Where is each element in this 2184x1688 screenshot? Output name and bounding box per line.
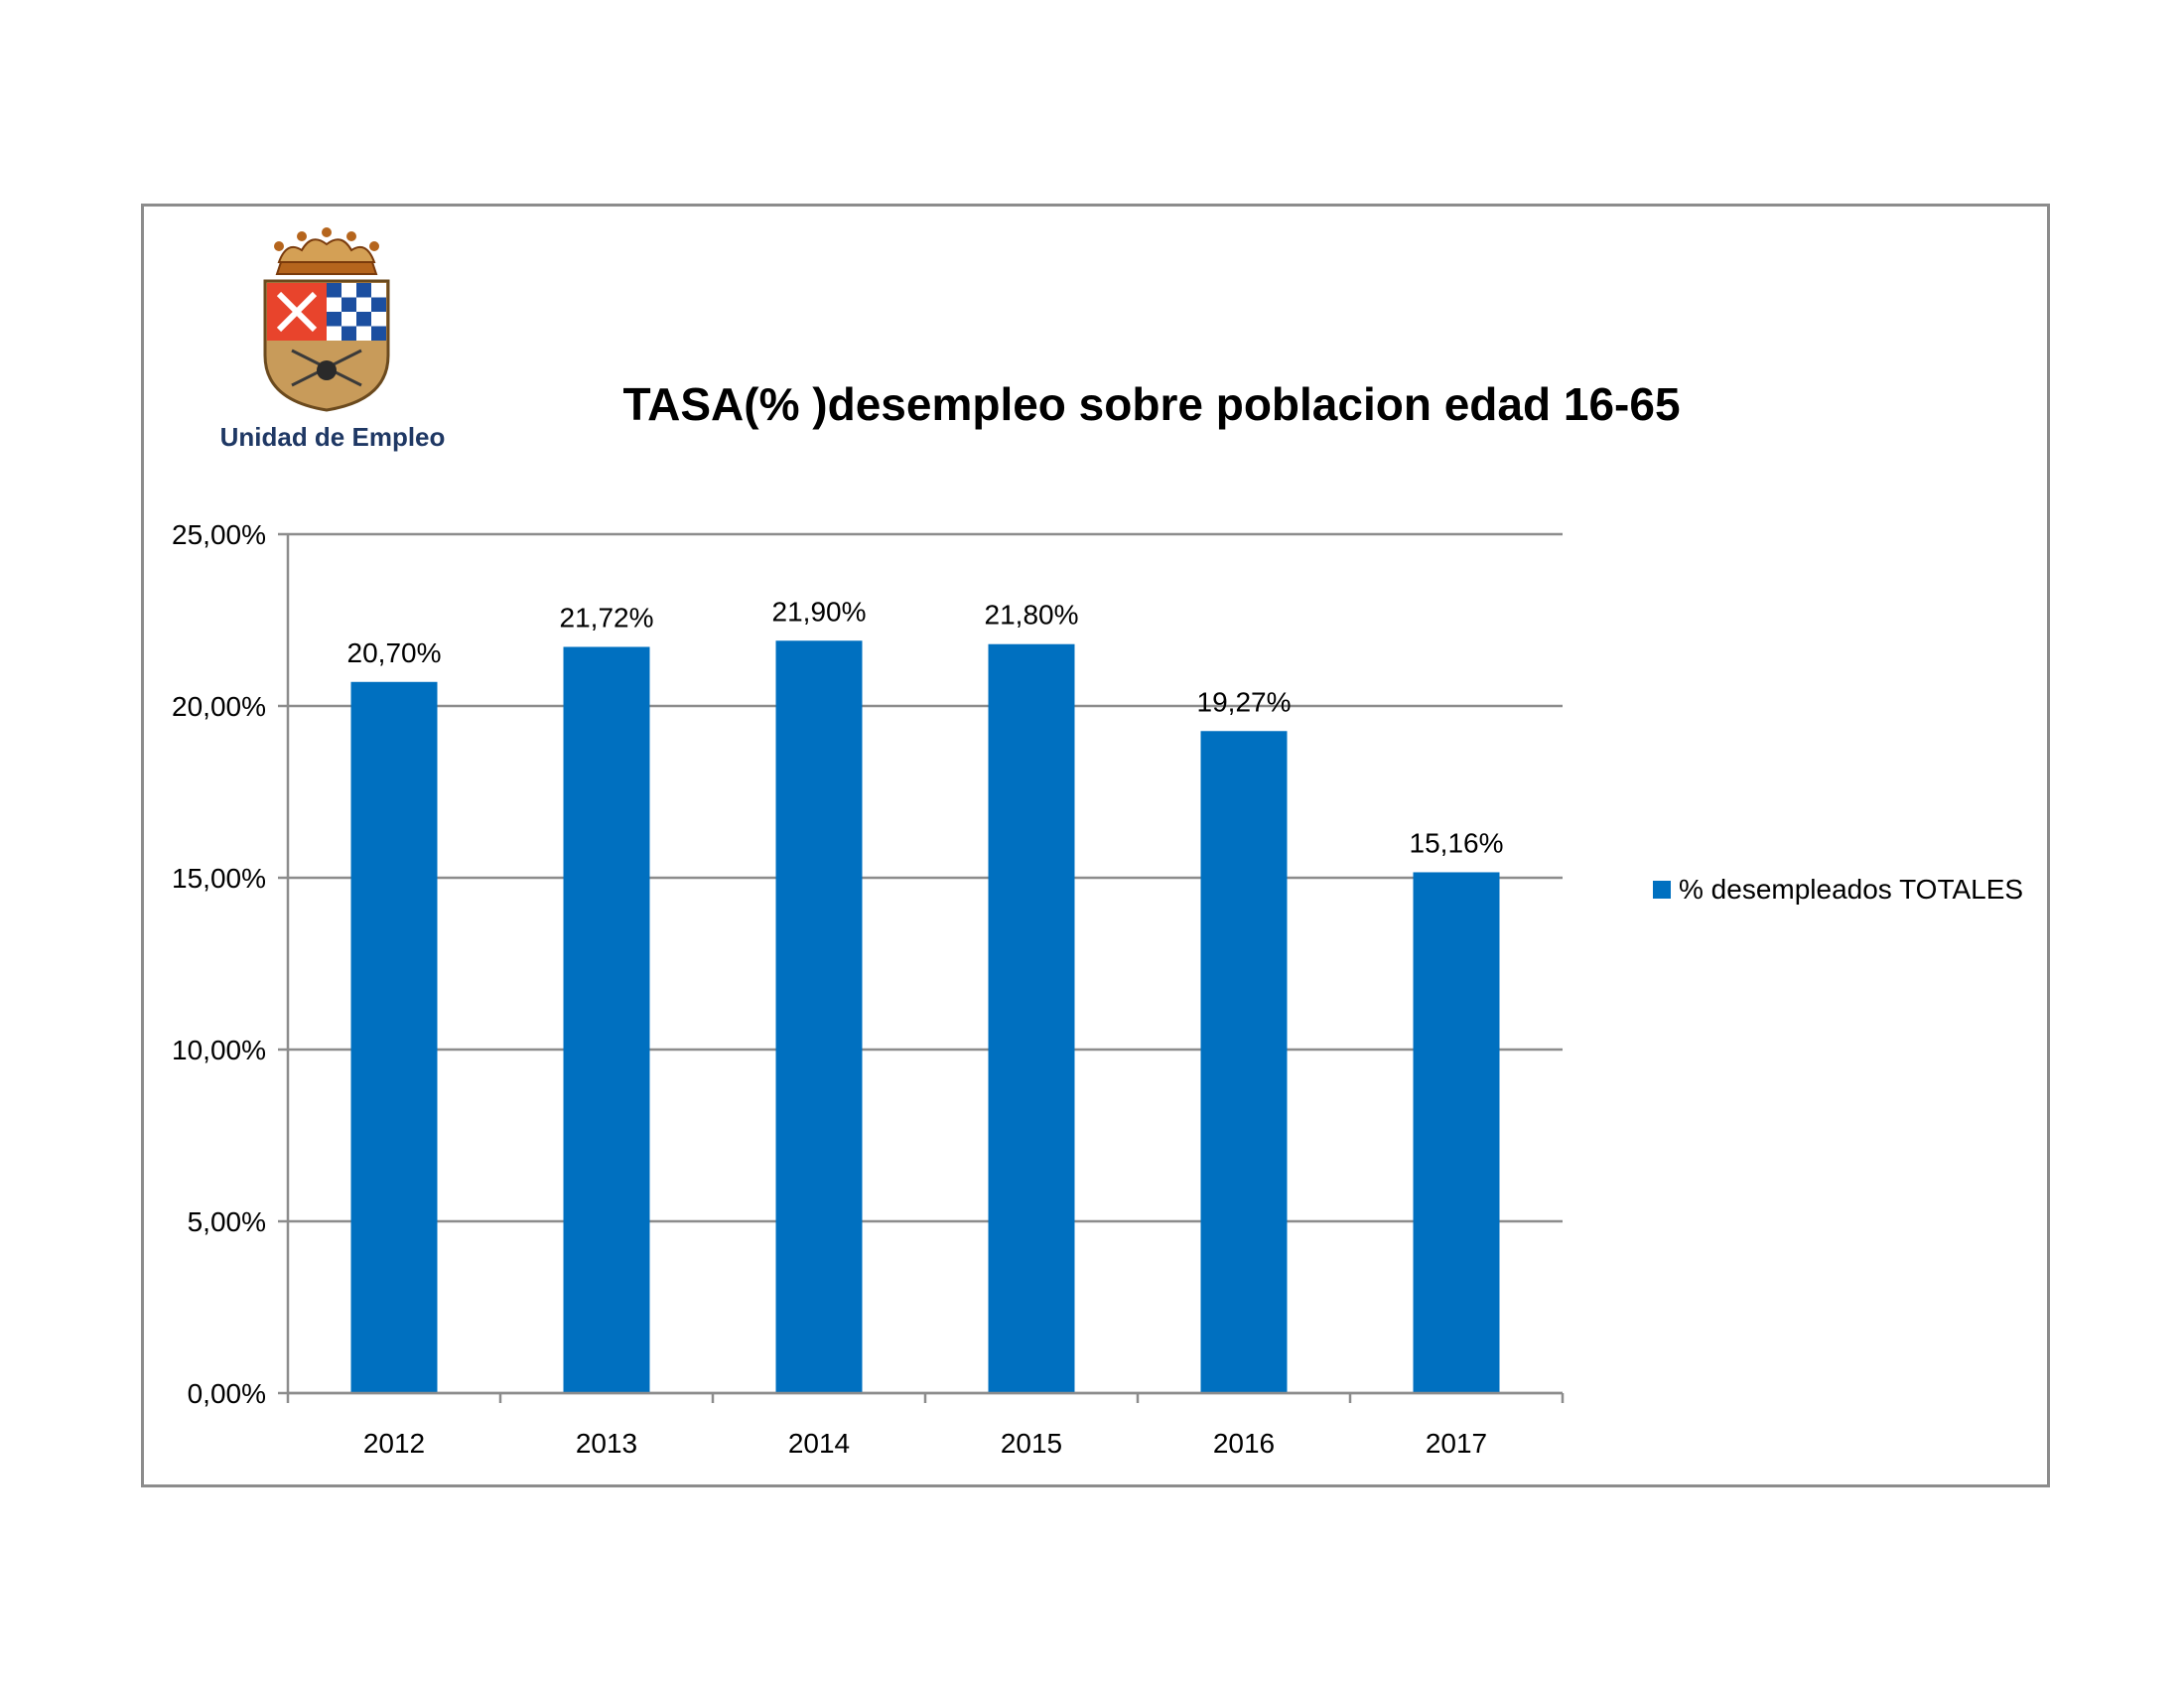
y-tick-label: 20,00% [172, 691, 266, 722]
bar [350, 681, 438, 1393]
y-tick-label: 10,00% [172, 1035, 266, 1065]
legend-swatch [1653, 881, 1671, 899]
y-tick-label: 25,00% [172, 519, 266, 550]
data-label: 15,16% [1410, 827, 1504, 858]
bar [563, 646, 650, 1393]
x-tick-label: 2013 [576, 1428, 637, 1459]
bar [1413, 872, 1500, 1393]
bar [775, 640, 863, 1393]
data-label: 20,70% [347, 637, 442, 668]
x-tick-label: 2014 [788, 1428, 850, 1459]
x-tick-label: 2016 [1213, 1428, 1275, 1459]
x-tick-label: 2015 [1001, 1428, 1062, 1459]
data-label: 19,27% [1197, 686, 1292, 717]
y-tick-label: 5,00% [188, 1206, 266, 1237]
y-tick-label: 0,00% [188, 1378, 266, 1409]
x-tick-label: 2017 [1426, 1428, 1487, 1459]
org-name: Unidad de Empleo [219, 422, 446, 452]
y-tick-label: 15,00% [172, 863, 266, 894]
bar [988, 643, 1075, 1393]
data-label: 21,90% [772, 596, 867, 627]
x-tick-label: 2012 [363, 1428, 425, 1459]
data-label: 21,80% [985, 600, 1079, 631]
legend-label: % desempleados TOTALES [1679, 874, 2024, 905]
chart-frame [141, 204, 2050, 1487]
coat-of-arms-icon [263, 227, 390, 412]
legend: % desempleados TOTALES [1653, 874, 2023, 906]
data-label: 21,72% [560, 602, 654, 633]
bar [1200, 731, 1288, 1393]
chart-title: TASA(% )desempleo sobre poblacion edad 1… [622, 378, 1681, 430]
